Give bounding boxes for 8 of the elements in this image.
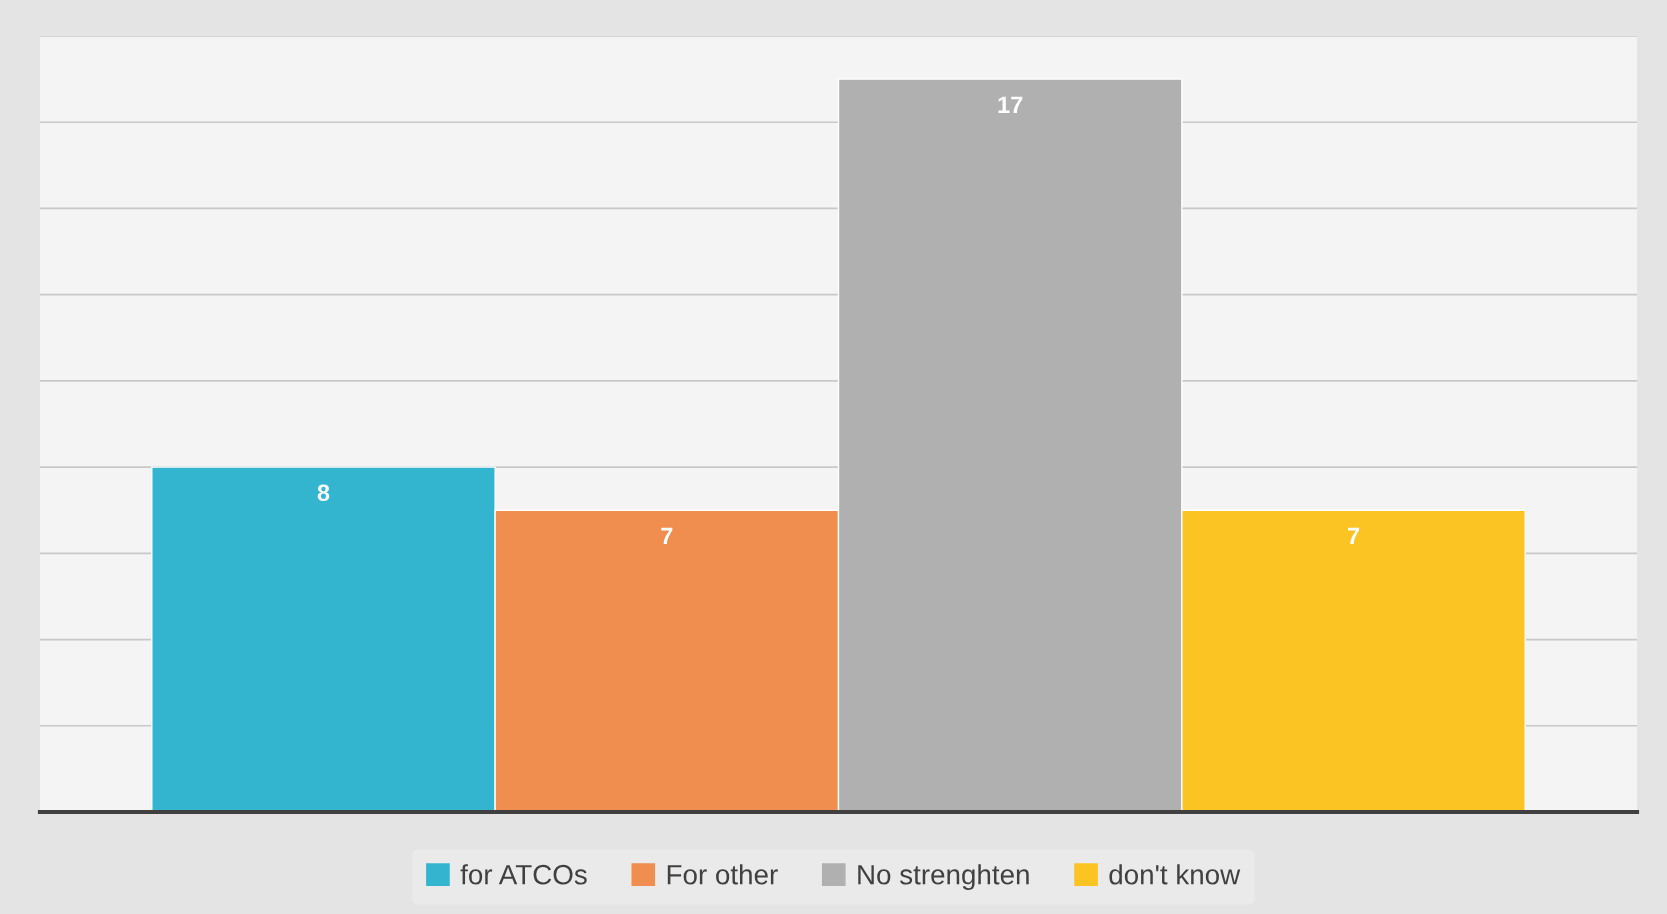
data-label: 7 [661,527,673,544]
data-label: 7 [1347,527,1360,544]
data-label: 8 [317,484,330,502]
legend-label: for ATCOs [460,864,587,885]
data-label: 17 [998,96,1023,113]
legend-label: For other [667,864,778,885]
legend-label: don't know [1109,864,1241,885]
legend-label: No strenghten [858,864,1029,891]
